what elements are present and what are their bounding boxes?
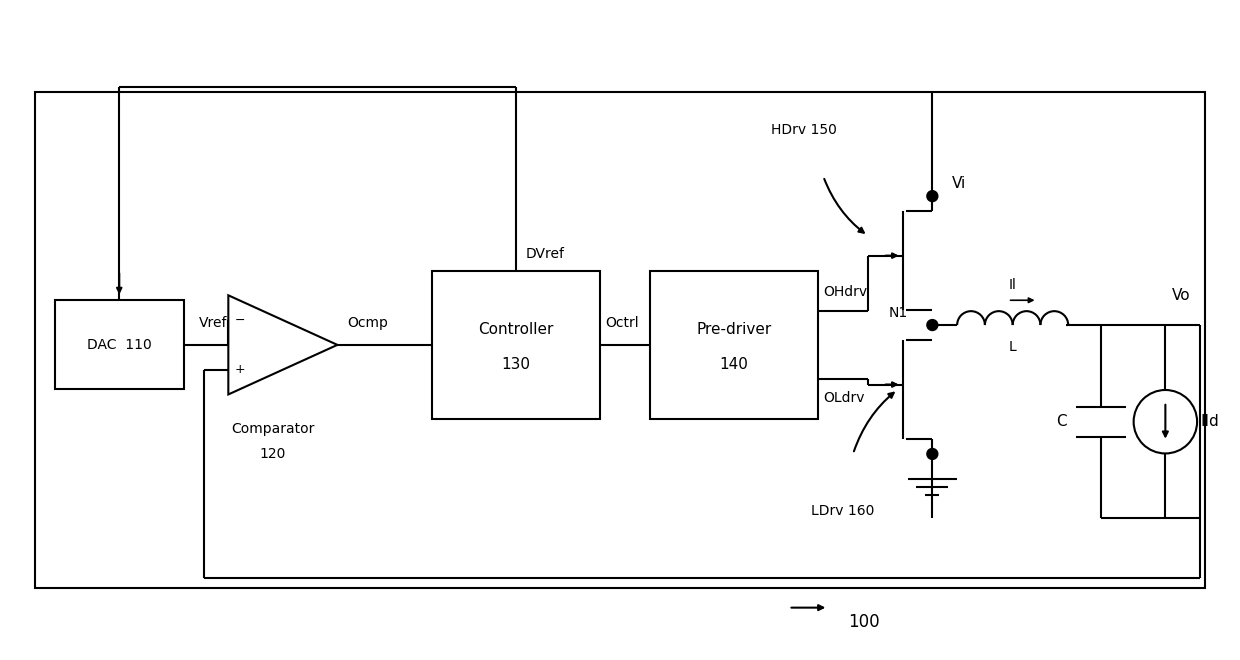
Text: 140: 140: [719, 357, 749, 372]
Text: Pre-driver: Pre-driver: [697, 323, 771, 337]
Text: N1: N1: [888, 306, 908, 320]
Circle shape: [926, 449, 937, 459]
Text: Ocmp: Ocmp: [347, 316, 388, 330]
Bar: [35, 92, 1205, 588]
Text: L: L: [1009, 340, 1017, 354]
Circle shape: [926, 319, 937, 331]
Text: Controller: Controller: [479, 323, 553, 337]
Text: 130: 130: [501, 357, 531, 372]
Text: Vref: Vref: [198, 316, 227, 330]
Text: Octrl: Octrl: [605, 316, 639, 330]
Text: Il: Il: [1008, 279, 1017, 292]
Text: Comparator: Comparator: [231, 422, 315, 436]
Text: −: −: [234, 314, 246, 327]
Text: IId: IId: [1200, 414, 1219, 429]
Text: Vi: Vi: [952, 176, 966, 191]
Bar: [432, 271, 600, 419]
Text: OLdrv: OLdrv: [823, 391, 864, 405]
Text: 100: 100: [848, 612, 879, 630]
Text: OHdrv: OHdrv: [823, 284, 868, 299]
Text: Vo: Vo: [1172, 288, 1190, 303]
Text: DAC  110: DAC 110: [87, 338, 151, 352]
Bar: [55, 300, 184, 389]
Text: C: C: [1056, 414, 1066, 429]
Text: HDrv 150: HDrv 150: [770, 123, 837, 137]
Text: 120: 120: [259, 447, 286, 461]
Text: DVref: DVref: [526, 247, 564, 261]
Bar: [650, 271, 818, 419]
Circle shape: [926, 191, 937, 201]
Text: LDrv 160: LDrv 160: [811, 504, 874, 517]
Text: +: +: [234, 363, 246, 376]
